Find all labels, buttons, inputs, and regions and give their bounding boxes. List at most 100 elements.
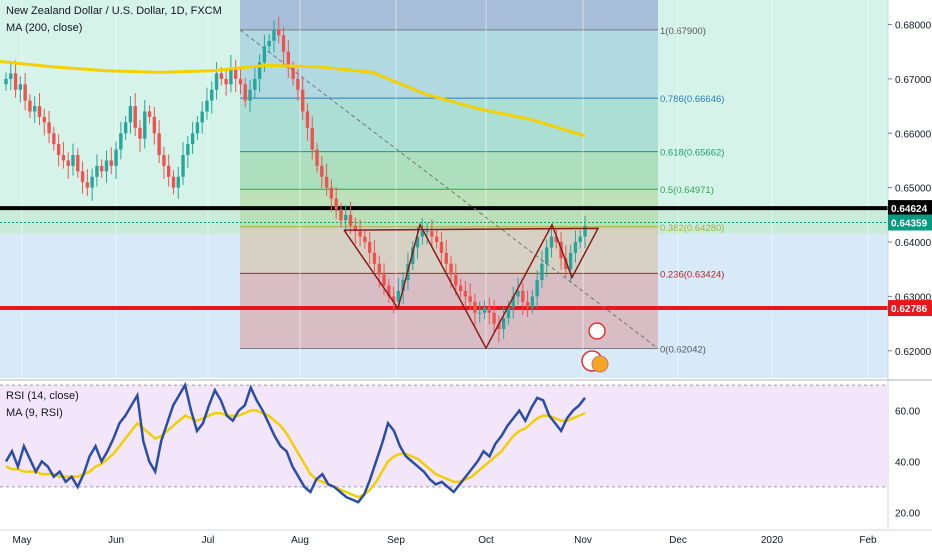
candle-body — [382, 274, 386, 286]
fib-zone — [240, 226, 658, 274]
price-tick-label: 0.64000 — [895, 238, 932, 249]
fib-zone — [240, 273, 658, 349]
candle-body — [334, 198, 338, 210]
fib-zone — [240, 29, 658, 99]
candle-body — [487, 307, 491, 313]
rsi-line — [4, 381, 586, 504]
candle-body — [90, 176, 94, 188]
candle-body — [387, 285, 391, 297]
candle-body — [13, 73, 18, 90]
rsi-band — [0, 385, 888, 487]
event-flag-icon — [588, 322, 606, 340]
candle-body — [114, 149, 118, 166]
candle-body — [348, 214, 353, 226]
fib-label: 1(0.67900) — [660, 26, 706, 37]
price-label-box — [888, 214, 932, 231]
candle-body — [540, 263, 544, 281]
candle-body — [324, 176, 329, 188]
price-tick-label: 0.63000 — [895, 292, 932, 303]
candle-body — [47, 122, 51, 134]
candle-body — [176, 176, 180, 188]
candle-body — [516, 290, 520, 297]
candle-body — [449, 263, 453, 275]
candle-body — [267, 40, 271, 47]
candle-body — [501, 318, 506, 330]
candle-body — [238, 78, 243, 85]
candle-body — [506, 307, 511, 319]
price-label: 0.64624 — [891, 204, 928, 215]
time-tick-label: Nov — [574, 535, 592, 546]
candle-body — [205, 100, 209, 112]
candle-body — [482, 307, 487, 313]
candle-body — [530, 296, 535, 308]
candle-body — [166, 165, 171, 177]
candle-body — [186, 144, 190, 156]
candle-body — [511, 296, 515, 308]
price-tick-label: 0.67000 — [895, 75, 932, 86]
candle-body — [564, 258, 568, 270]
candle-body — [257, 62, 262, 79]
candle-body — [66, 160, 70, 166]
candle-body — [9, 73, 13, 79]
candle-body — [23, 84, 27, 101]
candle-body — [248, 89, 252, 101]
candle-body — [372, 252, 377, 264]
price-tick-label: 0.65000 — [895, 184, 932, 195]
candle-body — [76, 155, 80, 172]
event-flag-icon — [591, 355, 609, 373]
rsi-tick-label: 60.00 — [895, 407, 920, 418]
candle-body — [85, 182, 90, 188]
candle-body — [243, 84, 247, 101]
candle-body — [95, 165, 99, 177]
candle-body — [28, 100, 32, 112]
ma200-line — [0, 59, 586, 138]
candle-body — [119, 133, 123, 150]
candle-body — [190, 133, 195, 145]
candle-body — [391, 296, 396, 302]
candle-body — [344, 214, 348, 221]
candle-body — [157, 133, 161, 156]
candle-body — [286, 51, 291, 68]
rsi-tick-label: 40.00 — [895, 457, 920, 468]
candle-body — [152, 116, 157, 134]
fib-zone-top — [240, 0, 658, 30]
chart-title: New Zealand Dollar / U.S. Dollar, 1D, FX… — [6, 5, 222, 17]
candle-body — [353, 225, 358, 232]
candle-body — [411, 247, 415, 264]
candle-body — [281, 35, 286, 52]
price-scale — [888, 0, 932, 550]
candle-body — [463, 290, 468, 297]
candle-body — [128, 106, 133, 123]
candle-body — [492, 312, 496, 324]
rsi-ma-legend: MA (9, RSI) — [6, 407, 63, 419]
fib-label: 0.5(0.64971) — [660, 185, 714, 196]
candle-body — [52, 133, 56, 145]
candle-body — [339, 209, 343, 221]
ma-legend: MA (200, close) — [6, 22, 83, 34]
candle-body — [444, 252, 448, 264]
candle-body — [396, 290, 401, 302]
candle-body — [415, 236, 420, 248]
candle-body — [162, 155, 166, 166]
time-tick-label: May — [13, 535, 32, 546]
candle-body — [143, 111, 147, 139]
candle-body — [214, 73, 219, 90]
time-tick-label: Jul — [202, 535, 215, 546]
candle-body — [33, 106, 37, 112]
candles — [4, 16, 587, 343]
candle-body — [310, 127, 314, 150]
candle-body — [439, 242, 444, 253]
candle-body — [300, 89, 305, 112]
time-tick-label: Sep — [387, 535, 405, 546]
candle-body — [181, 155, 185, 177]
candle-body — [109, 160, 113, 166]
candle-body — [549, 236, 554, 248]
candle-body — [56, 144, 61, 156]
candle-body — [272, 29, 276, 41]
time-tick-label: Oct — [478, 535, 494, 546]
candle-body — [171, 176, 176, 188]
candle-body — [430, 231, 434, 237]
candle-body — [358, 231, 362, 237]
candle-body — [401, 280, 405, 291]
